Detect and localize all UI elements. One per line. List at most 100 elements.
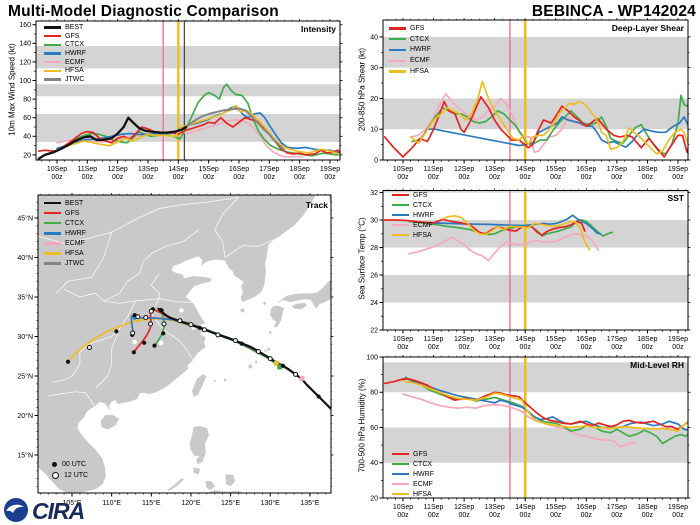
shaded-band (36, 46, 340, 69)
y-tick-label: 80 (370, 390, 378, 397)
x-tick-sublabel: 00z (520, 344, 532, 351)
legend-label: ECMF (413, 221, 433, 229)
x-tick-sublabel: 00z (550, 512, 562, 519)
x-tick-sublabel: 00z (611, 512, 623, 519)
x-tick-label: 15Sep (546, 336, 566, 343)
y-tick-label: 80 (23, 97, 31, 104)
x-tick-sublabel: 00z (428, 344, 440, 351)
province-border (178, 340, 194, 361)
x-tick-sublabel: 00z (458, 512, 470, 519)
x-tick-label: 14Sep (168, 166, 188, 173)
utc-marker-legend: 00 UTC 12 UTC (52, 459, 88, 481)
model-start-marker (277, 364, 283, 370)
y-tick-label: 140 (19, 41, 31, 48)
landmass (327, 195, 331, 206)
x-tick-label: 11Sep (424, 166, 444, 173)
legend-swatch-gfs (44, 34, 61, 38)
landmass (38, 195, 317, 493)
legend-label: HWRF (65, 229, 86, 237)
legend-label: HFSA (413, 231, 432, 239)
sst-title: SST (667, 193, 684, 203)
x-tick-sublabel: 00z (672, 344, 684, 351)
landmass (277, 279, 331, 310)
legend-item-ecmf: ECMF (389, 55, 431, 66)
position-marker-12utc (267, 356, 273, 362)
province-border (103, 298, 194, 304)
x-tick-label: 16Sep (229, 166, 249, 173)
intensity-title: Intensity (301, 24, 336, 34)
y-tick-label: 120 (19, 59, 31, 66)
legend-swatch-best (44, 26, 61, 29)
legend-swatch-jtwc (44, 78, 61, 81)
x-tick-label: 19Sep (668, 336, 688, 343)
legend-item-jtwc: JTWC (44, 75, 86, 84)
legend-swatch-gfs (392, 193, 409, 197)
lat-tick-label: 20°N (17, 412, 33, 420)
province-border (139, 229, 200, 274)
lat-tick-label: 25°N (17, 372, 33, 380)
shear-title: Deep-Layer Shear (611, 23, 684, 33)
position-marker-12utc (161, 321, 167, 327)
island (240, 308, 245, 313)
island (213, 379, 216, 382)
position-marker-12utc (148, 321, 154, 327)
legend-item-hwrf: HWRF (44, 228, 86, 238)
legend-swatch-hfsa (389, 70, 406, 73)
x-tick-sublabel: 00z (489, 512, 501, 519)
landmass (189, 425, 210, 465)
legend-swatch-ecmf (44, 242, 61, 245)
province-border (52, 340, 100, 383)
legend-swatch-gfs (44, 211, 61, 215)
province-border (214, 197, 239, 258)
legend-item-hwrf: HWRF (389, 45, 431, 56)
legend-swatch-ctcx (389, 38, 406, 41)
series-best (37, 116, 188, 160)
legend-label: BEST (65, 199, 84, 207)
shear-legend: GFS CTCX HWRF ECMF HFSA (389, 23, 431, 77)
legend-label: HFSA (65, 250, 84, 258)
x-tick-sublabel: 00z (611, 174, 623, 181)
x-tick-sublabel: 00z (397, 174, 409, 181)
legend-label: HFSA (413, 490, 432, 498)
x-tick-sublabel: 00z (642, 344, 654, 351)
x-tick-sublabel: 00z (324, 174, 336, 181)
landmass (290, 302, 308, 310)
sst-ylabel: Sea Surface Temp (°C) (357, 217, 367, 300)
x-tick-label: 12Sep (108, 166, 128, 173)
island (268, 331, 272, 334)
island (263, 301, 267, 305)
legend-item-best: BEST (44, 23, 86, 32)
open-dot-icon (52, 472, 59, 479)
x-tick-label: 19Sep (668, 166, 688, 173)
x-tick-sublabel: 00z (581, 174, 593, 181)
lon-tick-label: 105°E (62, 499, 81, 507)
x-tick-sublabel: 00z (264, 174, 276, 181)
y-tick-label: 10 (370, 127, 378, 134)
x-tick-sublabel: 00z (428, 512, 440, 519)
x-tick-sublabel: 00z (458, 174, 470, 181)
lat-tick-label: 45°N (17, 214, 33, 222)
panel-sst: 10Sep00z11Sep00z12Sep00z13Sep00z14Sep00z… (370, 188, 691, 351)
x-tick-sublabel: 00z (142, 174, 154, 181)
series-ecmf (409, 92, 604, 154)
x-tick-sublabel: 00z (397, 344, 409, 351)
x-tick-label: 19Sep (320, 166, 340, 173)
utc12-row: 12 UTC (52, 470, 88, 481)
x-tick-sublabel: 00z (672, 512, 684, 519)
legend-item-ecmf: ECMF (392, 220, 434, 230)
x-tick-label: 17Sep (607, 336, 627, 343)
province-border (95, 328, 120, 389)
legend-label: HFSA (410, 68, 429, 76)
x-tick-label: 11Sep (424, 336, 444, 343)
model-start-marker (274, 360, 280, 366)
legend-label: JTWC (65, 260, 85, 268)
x-tick-label: 10Sep (393, 166, 413, 173)
legend-item-ctcx: CTCX (389, 34, 431, 45)
landmass (166, 477, 185, 492)
position-marker-12utc (255, 349, 261, 355)
x-tick-sublabel: 00z (397, 512, 409, 519)
legend-swatch-hfsa (392, 492, 409, 496)
x-tick-label: 16Sep (576, 504, 596, 511)
